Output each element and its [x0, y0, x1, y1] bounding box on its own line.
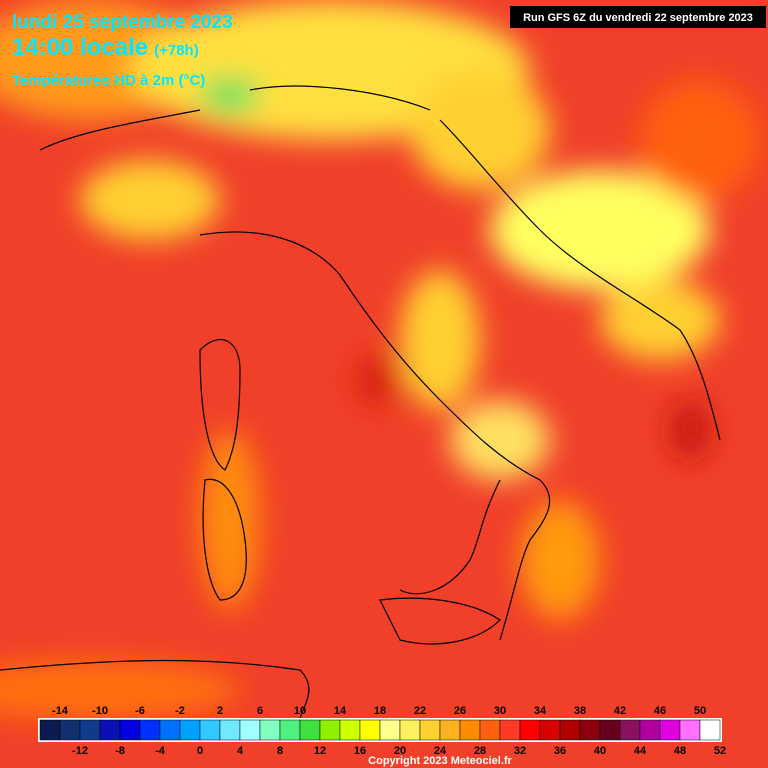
legend-tick-label: 18 — [374, 705, 386, 717]
legend-tick-label: 22 — [414, 705, 426, 717]
time: 14:00 locale — [12, 34, 148, 61]
legend-swatch — [579, 719, 601, 741]
legend-swatch — [659, 719, 681, 741]
legend-swatch — [39, 719, 61, 741]
legend-swatch — [639, 719, 661, 741]
run-info: Run GFS 6Z du vendredi 22 septembre 2023 — [523, 12, 753, 24]
legend-tick-label: 28 — [474, 745, 486, 757]
legend-swatch — [199, 719, 221, 741]
legend-tick-label: 0 — [197, 745, 203, 757]
lead: (+78h) — [154, 42, 199, 59]
legend-tick-label: -8 — [115, 745, 125, 757]
legend-tick-label: 48 — [674, 745, 686, 757]
legend-swatch — [299, 719, 321, 741]
legend-tick-label: 50 — [694, 705, 706, 717]
legend-swatch — [159, 719, 181, 741]
legend-swatch — [139, 719, 161, 741]
coastlines — [0, 85, 721, 721]
legend-tick-label: 46 — [654, 705, 666, 717]
legend-tick-label: 40 — [594, 745, 606, 757]
legend-tick-label: 6 — [257, 705, 263, 717]
legend-tick-label: 52 — [714, 745, 726, 757]
legend-swatch — [219, 719, 241, 741]
legend-tick-label: 20 — [394, 745, 406, 757]
legend-tick-label: 36 — [554, 745, 566, 757]
legend-tick-label: -12 — [72, 745, 88, 757]
legend-swatch — [519, 719, 541, 741]
legend-swatch — [99, 719, 121, 741]
temperature-field — [0, 0, 760, 720]
run-box — [510, 6, 766, 28]
legend-tick-label: -10 — [92, 705, 108, 717]
legend-tick-label: -14 — [52, 705, 69, 717]
legend-swatch — [259, 719, 281, 741]
legend-tick-label: 30 — [494, 705, 506, 717]
legend-swatch — [119, 719, 141, 741]
legend-swatch — [359, 719, 381, 741]
legend-tick-label: 8 — [277, 745, 283, 757]
legend-swatch — [59, 719, 81, 741]
legend-swatch — [499, 719, 521, 741]
legend-swatch — [679, 719, 701, 741]
legend-tick-label: 16 — [354, 745, 366, 757]
legend-swatch — [179, 719, 201, 741]
legend-swatch — [399, 719, 421, 741]
time: 14:00 locale (+78h) — [12, 34, 199, 61]
legend-tick-label: 4 — [237, 745, 244, 757]
field: Températures HD à 2m (°C) — [12, 72, 205, 89]
legend-swatch — [599, 719, 621, 741]
legend-tick-label: -2 — [175, 705, 185, 717]
legend-tick-label: -4 — [155, 745, 166, 757]
legend-tick-label: 34 — [534, 705, 547, 717]
legend-tick-label: 42 — [614, 705, 626, 717]
date: lundi 25 septembre 2023 — [12, 12, 233, 33]
legend-swatch — [79, 719, 101, 741]
legend-swatch — [319, 719, 341, 741]
legend-swatch — [559, 719, 581, 741]
legend-swatch — [239, 719, 261, 741]
legend-swatch — [419, 719, 441, 741]
legend-swatch — [459, 719, 481, 741]
legend-tick-label: 10 — [294, 705, 306, 717]
legend-tick-label: 2 — [217, 705, 223, 717]
legend-swatch — [699, 719, 721, 741]
legend-tick-label: 44 — [634, 745, 647, 757]
legend-tick-label: 26 — [454, 705, 466, 717]
legend-tick-label: 38 — [574, 705, 586, 717]
legend-swatch — [339, 719, 361, 741]
legend: -14-12-10-8-6-4-202468101214161820222426… — [38, 705, 726, 757]
legend-swatch — [279, 719, 301, 741]
legend-tick-label: 12 — [314, 745, 326, 757]
legend-tick-label: 32 — [514, 745, 526, 757]
legend-swatch — [379, 719, 401, 741]
legend-swatch — [539, 719, 561, 741]
legend-tick-label: 14 — [334, 705, 347, 717]
legend-swatch — [619, 719, 641, 741]
legend-tick-label: -6 — [135, 705, 145, 717]
copyright: Copyright 2023 Meteociel.fr — [368, 755, 512, 767]
legend-tick-label: 24 — [434, 745, 447, 757]
legend-swatch — [479, 719, 501, 741]
legend-swatch — [439, 719, 461, 741]
